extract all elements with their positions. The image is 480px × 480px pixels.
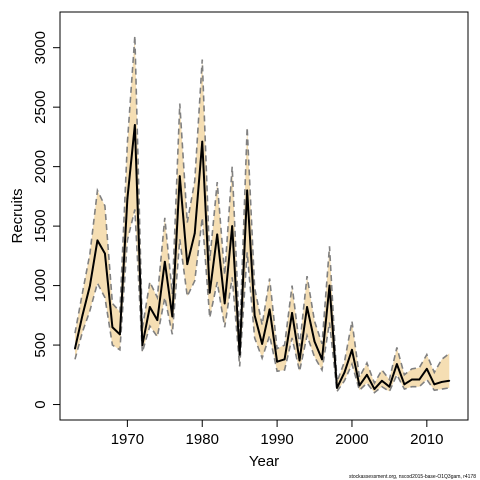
median-point (276, 360, 279, 363)
median-point (283, 358, 286, 361)
median-point (268, 308, 271, 311)
median-point (208, 291, 211, 294)
upper-bound-line (74, 35, 450, 386)
y-tick-label: 500 (32, 333, 49, 358)
lower-bound-line (74, 209, 450, 394)
median-point (141, 344, 144, 346)
median-point (216, 233, 219, 236)
median-point (193, 232, 196, 235)
y-axis: 0 500 1000 1500 2000 2500 3000 (32, 31, 60, 409)
median-point (148, 306, 151, 308)
median-point (111, 326, 114, 329)
x-axis-title: Year (249, 453, 279, 470)
median-point (410, 378, 413, 381)
median-point (74, 347, 76, 350)
median-point (178, 175, 181, 178)
median-point (388, 385, 391, 388)
x-tick-label: 1980 (186, 431, 219, 448)
y-axis-title: Recruits (9, 188, 26, 243)
y-tick-label: 1500 (32, 209, 49, 242)
median-point (133, 124, 136, 126)
median-point (261, 342, 264, 345)
x-axis: 1970 1980 1990 2000 2010 (111, 420, 444, 448)
median-point (425, 367, 428, 370)
confidence-band (74, 35, 450, 393)
median-point (291, 312, 293, 314)
median-point (336, 386, 338, 389)
x-tick-label: 1990 (260, 431, 293, 448)
median-point (163, 260, 166, 263)
median-point (366, 373, 368, 376)
median-point (231, 225, 234, 228)
median-point (246, 189, 249, 192)
median-point (395, 363, 398, 365)
median-point (238, 353, 241, 356)
median-point (328, 284, 331, 287)
y-tick-label: 0 (32, 400, 49, 408)
x-tick-label: 1970 (111, 431, 144, 448)
y-tick-label: 2000 (32, 150, 49, 183)
median-point (381, 379, 383, 382)
median-point (358, 384, 361, 387)
x-tick-label: 2010 (410, 431, 443, 448)
confidence-bounds (74, 35, 450, 394)
median-point (89, 284, 91, 287)
median-point (313, 340, 316, 343)
median-point (321, 358, 323, 361)
median-point (81, 314, 84, 317)
median-point (126, 197, 129, 200)
median-point (373, 388, 376, 390)
median-point (253, 314, 256, 317)
y-tick-label: 1000 (32, 269, 49, 302)
confidence-band-area (74, 35, 450, 393)
median-point (418, 378, 421, 381)
median-point (448, 379, 451, 382)
median-point (118, 333, 121, 336)
median-point (96, 239, 99, 242)
y-tick-label: 2500 (32, 90, 49, 123)
median-point (186, 263, 189, 266)
median-point (171, 315, 174, 318)
median-point (403, 383, 406, 386)
x-tick-label: 2000 (335, 431, 368, 448)
plot-area (59, 11, 469, 421)
median-point (306, 306, 308, 308)
median-point (440, 381, 443, 383)
median-point (156, 319, 159, 321)
median-point (343, 371, 346, 374)
median-point (351, 348, 353, 351)
median-point (433, 383, 436, 386)
median-point (223, 302, 226, 305)
footnote: stockassessment.org, nscod2015-base-O1Q3… (349, 474, 476, 480)
median-point (201, 140, 204, 143)
median-point (104, 252, 106, 255)
median-line (73, 124, 451, 391)
median-point (298, 359, 301, 362)
y-tick-label: 3000 (32, 31, 49, 64)
